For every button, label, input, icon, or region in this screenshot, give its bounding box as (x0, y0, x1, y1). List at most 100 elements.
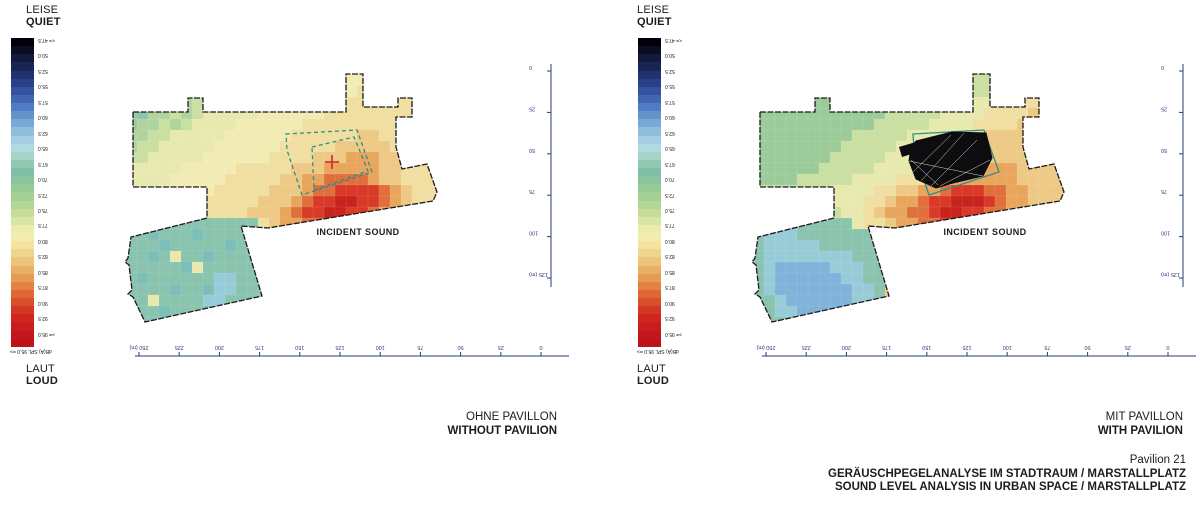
colorbar-tick-label: 82.5 (665, 253, 675, 260)
colorbar-segment (11, 46, 34, 55)
colorbar-segment (638, 143, 661, 152)
x-axis-tick-label: 250 (m) (756, 344, 775, 350)
x-axis-tick-label: 0 (539, 344, 542, 350)
colorbar-segment (11, 103, 34, 112)
colorbar-segment (11, 168, 34, 177)
colorbar-segment (11, 200, 34, 209)
colorbar-tick-label: 72.5 (665, 191, 675, 198)
x-axis-tick-label: 150 (922, 344, 931, 350)
colorbar-tick-label: 52.5 (665, 67, 675, 74)
colorbar-tick-label: 50.0 (38, 52, 48, 59)
colorbar-segment (638, 151, 661, 160)
colorbar-segment (11, 322, 34, 331)
colorbar-tick-label: 70.0 (665, 176, 675, 183)
colorbar-segment (11, 216, 34, 225)
x-axis-tick-label: 175 (255, 344, 264, 350)
x-axis-tick-label: 150 (295, 344, 304, 350)
colorbar-segment (11, 306, 34, 315)
colorbar-tick-label: 60.0 (665, 114, 675, 121)
colorbar-segment (638, 249, 661, 258)
colorbar-segment (11, 257, 34, 266)
colorbar-segment (638, 135, 661, 144)
x-axis-tick-label: 100 (1003, 344, 1012, 350)
colorbar-segment (11, 78, 34, 87)
colorbar-tick-label: 62.5 (665, 129, 675, 136)
colorbar-segment (11, 281, 34, 290)
y-axis-tick-label: 25 (1161, 105, 1167, 111)
colorbar-segment (638, 241, 661, 250)
colorbar-segment (638, 265, 661, 274)
colorbar-tick-label: 82.5 (38, 253, 48, 260)
x-axis-tick-label: 75 (1044, 344, 1050, 350)
colorbar-segment (638, 184, 661, 193)
colorbar-segment (11, 338, 34, 347)
colorbar-tick-label: >= 95.0 (38, 330, 55, 337)
colorbar-segment (638, 322, 661, 331)
legend-quiet-de-right: LEISE (637, 4, 670, 16)
legend-quiet-en-right: QUIET (637, 16, 672, 28)
caption-left-de: OHNE PAVILLON (466, 411, 557, 423)
title-project: Pavilion 21 (1129, 454, 1186, 466)
colorbar-tick-label: 55.0 (38, 83, 48, 90)
colorbar-segment (638, 94, 661, 103)
colorbar-tick-label: 90.0 (665, 299, 675, 306)
legend-loud-en-right: LOUD (637, 375, 669, 387)
colorbar-segment (11, 249, 34, 258)
colorbar-tick-label: 75.0 (38, 206, 48, 213)
colorbar-tick-label: 85.0 (665, 268, 675, 275)
x-axis-tick-label: 125 (962, 344, 971, 350)
colorbar-tick-label: 50.0 (665, 52, 675, 59)
colorbar-tick-label: 90.0 (38, 299, 48, 306)
x-axis-tick-label: 200 (215, 344, 224, 350)
x-axis-tick-label: 0 (1166, 344, 1169, 350)
colorbar-tick-label: 72.5 (38, 191, 48, 198)
x-axis-tick-label: 25 (1125, 344, 1131, 350)
y-axis-tick-label: 125 (m) (1161, 271, 1180, 277)
colorbar-segment (638, 200, 661, 209)
colorbar-segment (11, 70, 34, 79)
axes-without_pavilion: 250 (m) 225 200 175 150 125 100 75 50 25 0 0 25 50 75 1… (129, 64, 569, 357)
colorbar-tick-label: >= 95.0 (665, 330, 682, 337)
colorbar-segment (638, 159, 661, 168)
urban-area-boundary (751, 73, 1065, 323)
axes-with_pavilion: 250 (m) 225 200 175 150 125 100 75 50 25 0 0 25 50 75 1… (756, 64, 1196, 357)
colorbar-segment (638, 257, 661, 266)
y-axis-tick-label: 75 (1161, 188, 1167, 194)
colorbar-segment (638, 70, 661, 79)
colorbar-segment (11, 86, 34, 95)
colorbar-segment (11, 273, 34, 282)
colorbar-segment (11, 54, 34, 63)
colorbar-segment (638, 298, 661, 307)
colorbar-segment (11, 143, 34, 152)
colorbar-segment (638, 224, 661, 233)
colorbar-segment (11, 151, 34, 160)
y-axis-tick-label: 50 (529, 147, 535, 153)
colorbar-tick-label: 92.5 (38, 315, 48, 322)
sound-source-cross-marker (325, 155, 339, 169)
y-axis-tick-label: 50 (1161, 147, 1167, 153)
colorbar-segment (11, 38, 34, 47)
pavilion-building-shape (899, 131, 993, 189)
colorbar-segment (11, 127, 34, 136)
colorbar-segment (11, 241, 34, 250)
colorbar-segment (11, 233, 34, 242)
colorbar-segment (638, 192, 661, 201)
x-axis-tick-label: 250 (m) (129, 344, 148, 350)
colorbar-segment (638, 103, 661, 112)
colorbar-segment (638, 127, 661, 136)
colorbar-tick-label: 92.5 (665, 315, 675, 322)
colorbar-tick-label: 67.5 (38, 160, 48, 167)
colorbar-tick-label: 87.5 (38, 284, 48, 291)
y-axis-tick-label: 100 (1161, 230, 1170, 236)
colorbar-tick-label: 77.5 (38, 222, 48, 229)
colorbar-left (11, 38, 34, 347)
colorbar-segment (638, 86, 661, 95)
colorbar-tick-label: 57.5 (38, 98, 48, 105)
heatmap-with_pavilion (751, 73, 1065, 323)
colorbar-segment (11, 111, 34, 120)
colorbar-segment (11, 176, 34, 185)
colorbar-tick-label: 85.0 (38, 268, 48, 275)
colorbar-segment (11, 330, 34, 339)
